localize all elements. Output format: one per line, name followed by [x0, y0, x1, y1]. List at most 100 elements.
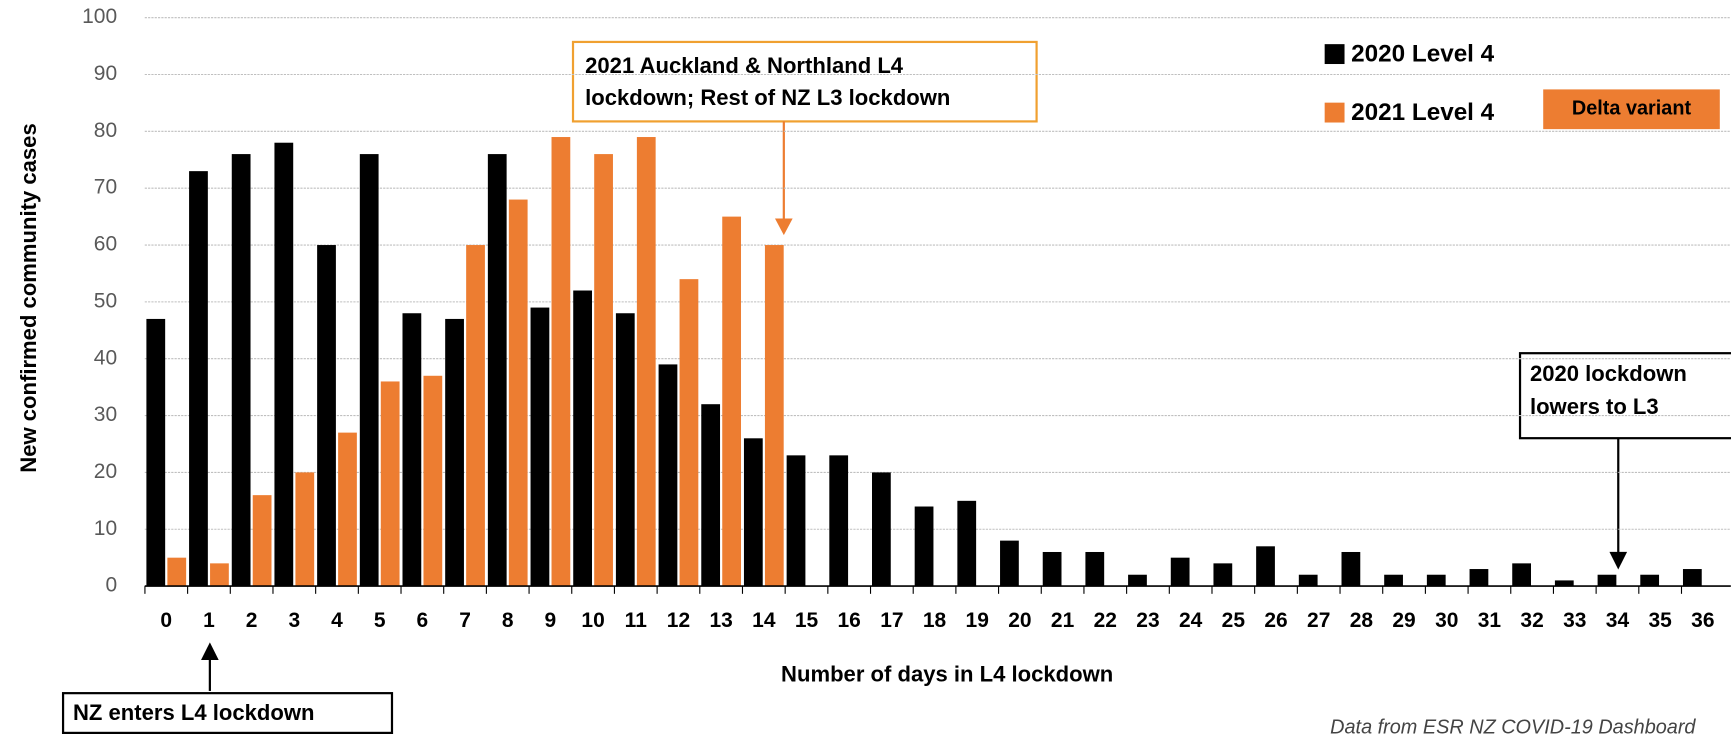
annotation-arrow-head: [774, 218, 793, 236]
x-tick-label: 20: [1008, 609, 1031, 632]
x-tick-label: 23: [1136, 609, 1159, 632]
bar: [701, 404, 721, 587]
source-note: Data from ESR NZ COVID-19 Dashboard: [1330, 717, 1696, 734]
bar: [231, 154, 251, 587]
bar: [914, 506, 934, 587]
legend-tag-text: Delta variant: [1572, 98, 1692, 120]
annotation-text: lowers to L3: [1530, 394, 1659, 419]
y-tick-label: 30: [94, 403, 117, 426]
x-tick-label: 11: [625, 609, 648, 632]
x-tick-label: 6: [417, 609, 429, 632]
bar: [1341, 551, 1361, 587]
annotation-text: lockdown; Rest of NZ L3 lockdown: [585, 85, 950, 110]
bar: [1298, 574, 1318, 587]
annotation-box: [1518, 352, 1731, 440]
bar: [317, 245, 336, 587]
x-tick-label: 15: [795, 609, 819, 632]
x-tick-label: 4: [331, 609, 343, 632]
bar: [1213, 563, 1233, 587]
bar: [764, 245, 784, 587]
bar: [252, 495, 272, 587]
bar: [829, 455, 849, 587]
legend-label: 2021 Level 4: [1351, 99, 1495, 126]
bar: [743, 438, 763, 587]
x-tick-label: 1: [203, 609, 215, 632]
bar: [1256, 546, 1275, 587]
bar: [189, 171, 208, 587]
bar: [1085, 551, 1105, 587]
bar: [466, 245, 485, 587]
x-tick-label: 7: [459, 609, 471, 632]
legend-label: 2020 Level 4: [1351, 41, 1495, 68]
x-tick-label: 13: [709, 609, 732, 632]
x-tick-label: 27: [1307, 609, 1330, 632]
x-tick-label: 8: [502, 609, 514, 632]
x-tick-label: 17: [880, 609, 903, 632]
bar: [1597, 574, 1617, 587]
bar: [1554, 580, 1574, 587]
bar: [487, 154, 507, 587]
y-tick-label: 40: [94, 346, 117, 369]
bar: [402, 313, 422, 587]
y-axis-label: New confirmed community cases: [16, 123, 41, 472]
x-tick-label: 16: [838, 609, 861, 632]
bar: [1000, 540, 1019, 587]
y-tick-label: 100: [82, 5, 117, 28]
bar: [658, 364, 678, 587]
bar: [423, 375, 443, 587]
bar: [594, 154, 613, 587]
x-tick-label: 22: [1094, 609, 1117, 632]
y-tick-label: 20: [94, 460, 117, 483]
x-tick-label: 18: [923, 609, 947, 632]
bar: [1128, 574, 1147, 587]
bar: [957, 500, 977, 587]
x-tick-label: 31: [1478, 609, 1502, 632]
x-tick-label: 26: [1264, 609, 1287, 632]
x-tick-label: 21: [1051, 609, 1075, 632]
bar: [1682, 569, 1702, 587]
x-tick-label: 35: [1648, 609, 1672, 632]
x-tick-label: 33: [1563, 609, 1586, 632]
annotation-arrow-head: [201, 642, 219, 661]
bar: [872, 472, 891, 587]
y-tick-label: 60: [94, 233, 117, 256]
bar: [338, 432, 357, 587]
x-tick-label: 12: [667, 609, 690, 632]
bar: [210, 563, 229, 587]
annotation-text: 2020 lockdown: [1530, 361, 1687, 386]
bar: [1170, 557, 1190, 587]
x-tick-label: 24: [1179, 609, 1203, 632]
bar: [1426, 574, 1446, 587]
annotation-text: NZ enters L4 lockdown: [73, 700, 315, 725]
y-tick-label: 50: [94, 289, 117, 312]
x-tick-label: 36: [1691, 609, 1714, 632]
bar: [445, 318, 464, 587]
bar: [1384, 574, 1403, 587]
bar: [1512, 563, 1532, 587]
x-tick-label: 0: [160, 609, 172, 632]
y-tick-label: 10: [94, 517, 117, 540]
bar: [359, 154, 379, 587]
bar: [1640, 574, 1660, 587]
y-tick-label: 70: [94, 176, 117, 199]
x-axis-label: Number of days in L4 lockdown: [781, 661, 1113, 686]
bar: [551, 137, 571, 587]
x-tick-label: 30: [1435, 609, 1458, 632]
bar: [1042, 551, 1062, 587]
bar: [679, 279, 699, 587]
x-tick-label: 28: [1350, 609, 1374, 632]
bar: [722, 216, 742, 587]
x-tick-label: 3: [288, 609, 300, 632]
bar: [380, 381, 400, 587]
bar: [274, 142, 294, 587]
annotation-box: [571, 40, 1038, 123]
bar: [573, 290, 592, 587]
bar: [636, 137, 656, 587]
bar: [615, 313, 635, 587]
y-tick-label: 80: [94, 119, 117, 142]
legend-swatch: [1324, 44, 1345, 65]
y-tick-label: 90: [94, 62, 117, 85]
x-tick-label: 34: [1606, 609, 1630, 632]
bar: [786, 455, 806, 587]
